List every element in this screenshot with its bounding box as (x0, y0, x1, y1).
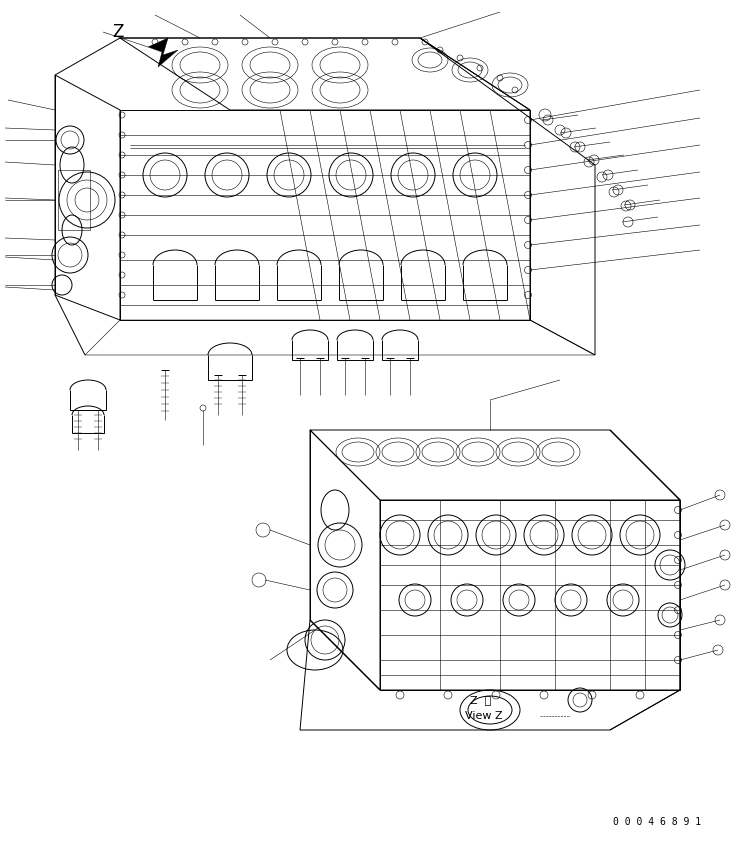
Polygon shape (148, 38, 178, 67)
Text: View Z: View Z (465, 711, 503, 721)
Text: 0 0 0 4 6 8 9 1: 0 0 0 4 6 8 9 1 (613, 817, 701, 827)
Text: Z  視: Z 視 (470, 695, 492, 705)
Text: Z: Z (112, 23, 124, 41)
